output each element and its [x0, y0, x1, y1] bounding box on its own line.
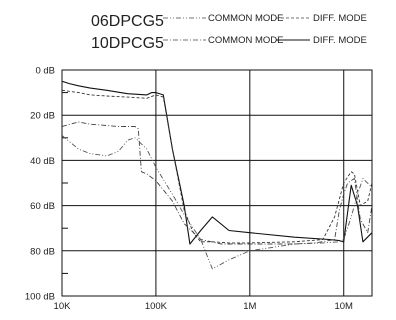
y-tick-label: 100 dB: [25, 292, 55, 303]
series-group: [62, 80, 372, 270]
legend-part-06: 06DPCG5: [91, 13, 164, 30]
legend-label-10-common: COMMON MODE: [208, 35, 283, 46]
x-axis: 10K 100K 1M 10M: [54, 301, 354, 312]
legend-label-06-common: COMMON MODE: [208, 13, 283, 24]
y-tick-label: 40 dB: [30, 156, 55, 167]
grid: [62, 70, 372, 296]
legend-label-06-diff: DIFF. MODE: [313, 13, 367, 24]
y-tick-label: 80 dB: [30, 246, 55, 257]
y-axis: 0 dB 20 dB 40 dB 60 dB 80 dB 100 dB: [25, 66, 55, 303]
series-line-10dpcg5-common: [62, 121, 372, 245]
series-line-06dpcg5-diff: [62, 89, 372, 244]
x-tick-label: 10M: [334, 301, 353, 312]
y-tick-label: 0 dB: [35, 66, 55, 77]
legend-part-10: 10DPCG5: [91, 35, 164, 52]
legend: 06DPCG5 COMMON MODE DIFF. MODE 10DPCG5 C…: [91, 13, 367, 52]
plot-frame: [61, 69, 373, 297]
x-tick-label: 10K: [54, 301, 72, 312]
x-tick-label: 1M: [243, 301, 256, 312]
y-tick-label: 20 dB: [30, 111, 55, 122]
x-tick-label: 100K: [145, 301, 168, 312]
series-line-10dpcg5-diff: [62, 80, 372, 245]
y-tick-label: 60 dB: [30, 201, 55, 212]
legend-label-10-diff: DIFF. MODE: [313, 35, 367, 46]
series-line-06dpcg5-common: [62, 135, 372, 270]
